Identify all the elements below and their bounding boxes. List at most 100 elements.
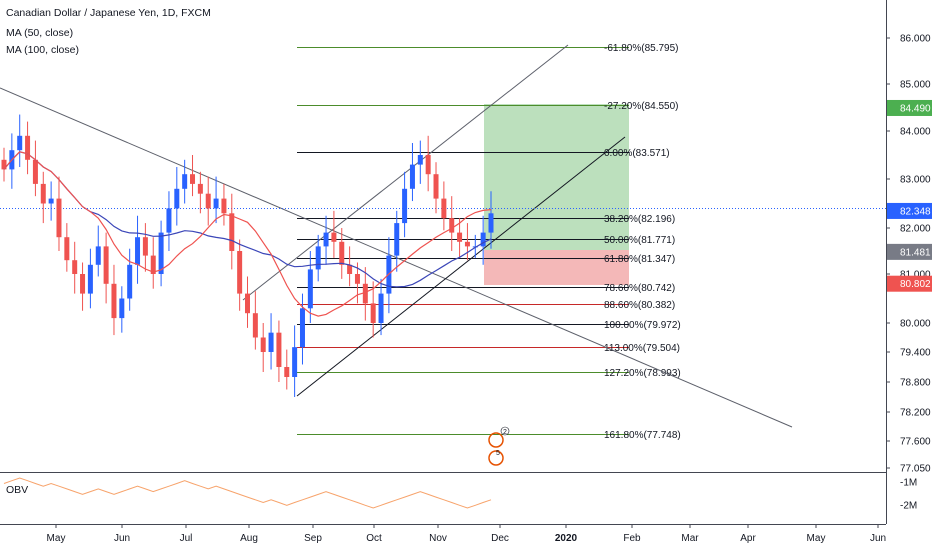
candle-body bbox=[182, 174, 188, 189]
obv-legend[interactable]: OBV bbox=[6, 484, 28, 496]
price-tick-label: 86.000 bbox=[900, 34, 931, 45]
svg-text:2: 2 bbox=[503, 429, 507, 436]
price-tags: 84.490 82.348 81.481 80.802 bbox=[887, 99, 932, 292]
candle-body bbox=[197, 183, 203, 194]
time-tick-label: Apr bbox=[740, 533, 756, 544]
price-tick-label: 77.600 bbox=[900, 437, 931, 448]
candle-body bbox=[72, 260, 78, 274]
fib-level-label: 0.00%(83.571) bbox=[604, 148, 670, 159]
candle-body bbox=[32, 159, 38, 184]
candle-body bbox=[213, 198, 219, 209]
price-tick-label: 82.000 bbox=[900, 224, 931, 235]
channel-upper-line[interactable] bbox=[242, 44, 569, 301]
candle-body bbox=[80, 274, 86, 294]
price-tick-label: 78.200 bbox=[900, 408, 931, 419]
target-price-tag bbox=[887, 99, 932, 116]
time-tick-label: Nov bbox=[429, 533, 447, 544]
candle-body bbox=[1, 159, 7, 170]
candle-body bbox=[25, 135, 31, 160]
candle-body bbox=[17, 135, 23, 151]
candles bbox=[1, 114, 494, 397]
candle-body bbox=[339, 241, 345, 265]
candle-body bbox=[87, 264, 93, 294]
last-price-tag-label: 82.348 bbox=[900, 206, 931, 217]
fib-level-label: 61.80%(81.347) bbox=[604, 254, 675, 265]
time-tick-label: May bbox=[47, 533, 66, 544]
candle-body bbox=[315, 246, 321, 270]
price-tick-label: 78.800 bbox=[900, 378, 931, 389]
time-tick-label: Jul bbox=[180, 533, 193, 544]
price-axis[interactable]: 86.000 85.000 84.000 83.000 82.000 81.000 80.0… bbox=[886, 34, 931, 475]
candle-body bbox=[354, 274, 360, 284]
candle-body bbox=[307, 269, 313, 309]
candle-body bbox=[292, 347, 298, 377]
candle-body bbox=[56, 198, 62, 238]
candle-body bbox=[150, 255, 156, 274]
candle-body bbox=[221, 198, 227, 214]
wave-marker-icon[interactable]: 2 5 bbox=[488, 426, 510, 466]
candle-body bbox=[347, 264, 353, 274]
time-tick-label: Aug bbox=[240, 533, 258, 544]
trend-lines[interactable] bbox=[0, 44, 793, 428]
entry-price-tag bbox=[887, 243, 932, 260]
candle-body bbox=[48, 198, 54, 204]
candle-body bbox=[127, 264, 133, 299]
fib-level-label: 161.80%(77.748) bbox=[604, 430, 681, 441]
ma-50-line bbox=[3, 151, 492, 317]
time-axis[interactable]: May Jun Jul Aug Sep Oct Nov Dec 2020 Feb Mar Apr May… bbox=[47, 524, 887, 544]
obv-tick-label: -1M bbox=[900, 478, 917, 489]
candle-body bbox=[276, 332, 282, 367]
candle-body bbox=[252, 313, 258, 338]
candle-body bbox=[488, 213, 494, 233]
obv-line bbox=[3, 477, 492, 509]
candle-body bbox=[402, 188, 408, 224]
candle-body bbox=[166, 208, 172, 233]
candle-body bbox=[480, 232, 486, 247]
ma50-legend[interactable]: MA (50, close) bbox=[6, 27, 73, 39]
target-zone[interactable] bbox=[484, 104, 629, 250]
stop-price-tag-label: 80.802 bbox=[900, 279, 931, 290]
time-tick-label: 2020 bbox=[555, 533, 578, 544]
svg-text:5: 5 bbox=[496, 450, 500, 457]
candle-body bbox=[40, 183, 46, 204]
stop-zone[interactable] bbox=[484, 250, 629, 285]
candle-body bbox=[370, 303, 376, 323]
chart-title: Canadian Dollar / Japanese Yen, 1D, FXCM bbox=[6, 7, 211, 19]
long-downtrend-line[interactable] bbox=[0, 87, 793, 428]
channel-lower-line[interactable] bbox=[296, 136, 626, 397]
candle-body bbox=[135, 237, 141, 265]
time-tick-label: Dec bbox=[491, 533, 509, 544]
candle-body bbox=[245, 293, 250, 314]
time-tick-label: May bbox=[807, 533, 826, 544]
stop-price-tag bbox=[887, 275, 932, 292]
candle-body bbox=[409, 164, 415, 189]
time-tick-label: Jun bbox=[870, 533, 886, 544]
fibonacci-extension[interactable]: -61.80%(85.795) -27.20%(84.550) 0.00%(83.5… bbox=[297, 43, 681, 441]
candle-body bbox=[95, 246, 101, 265]
price-pane[interactable] bbox=[0, 0, 886, 472]
candle-body bbox=[417, 155, 423, 165]
price-tick-label: 80.000 bbox=[900, 319, 931, 330]
obv-axis: -1M -2M bbox=[900, 478, 917, 512]
candle-body bbox=[433, 174, 439, 199]
fib-level-label: 88.60%(80.382) bbox=[604, 300, 675, 311]
candle-body bbox=[142, 237, 148, 256]
time-tick-label: Feb bbox=[623, 533, 641, 544]
fib-level-label: 113.00%(79.504) bbox=[604, 343, 680, 354]
candle-body bbox=[457, 232, 463, 242]
time-tick-label: Sep bbox=[304, 533, 322, 544]
time-tick-label: Jun bbox=[114, 533, 130, 544]
fib-level-label: 38.20%(82.196) bbox=[604, 214, 675, 225]
ma100-legend[interactable]: MA (100, close) bbox=[6, 44, 79, 56]
candle-body bbox=[331, 232, 337, 242]
candle-body bbox=[229, 213, 235, 251]
candle-body bbox=[394, 223, 400, 256]
price-tick-label: 79.400 bbox=[900, 348, 931, 359]
obv-tick-label: -2M bbox=[900, 501, 917, 512]
fib-level-label: 100.00%(79.972) bbox=[604, 320, 681, 331]
candle-body bbox=[323, 232, 329, 247]
candle-body bbox=[378, 293, 384, 323]
price-tick-label: 81.000 bbox=[900, 270, 931, 281]
fib-level-label: 50.00%(81.771) bbox=[604, 235, 675, 246]
